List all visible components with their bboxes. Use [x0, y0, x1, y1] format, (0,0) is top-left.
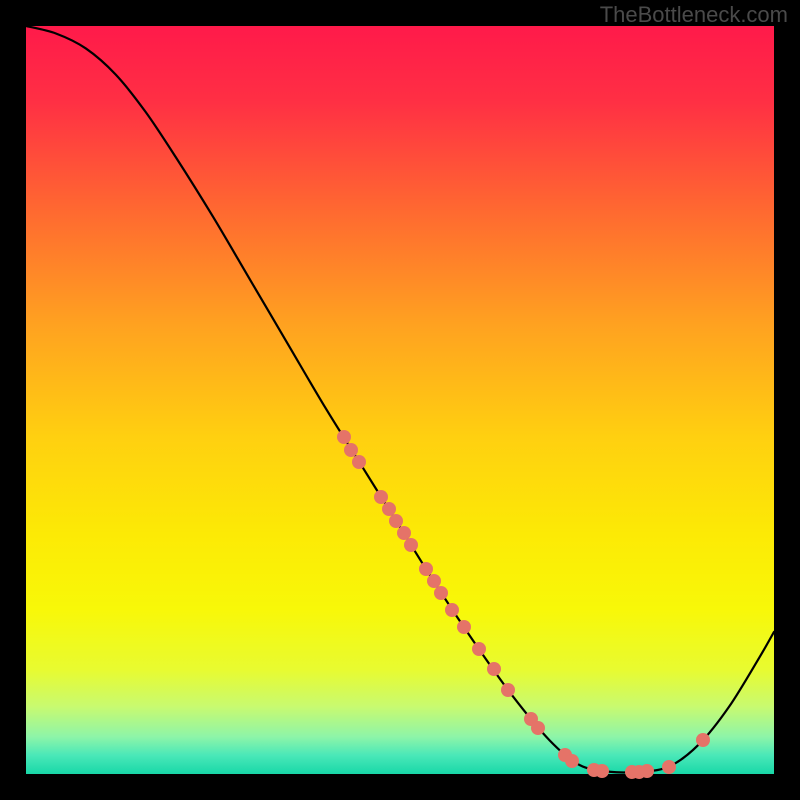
data-marker [487, 662, 501, 676]
data-marker [434, 586, 448, 600]
data-marker [352, 455, 366, 469]
gradient-background [26, 26, 774, 774]
data-marker [640, 764, 654, 778]
data-marker [501, 683, 515, 697]
data-marker [662, 760, 676, 774]
watermark-text: TheBottleneck.com [600, 2, 788, 28]
data-marker [337, 430, 351, 444]
data-marker [595, 764, 609, 778]
data-marker [696, 733, 710, 747]
plot-area [26, 26, 774, 774]
data-marker [457, 620, 471, 634]
data-marker [472, 642, 486, 656]
data-marker [404, 538, 418, 552]
chart-svg [26, 26, 774, 774]
data-marker [531, 721, 545, 735]
data-marker [565, 754, 579, 768]
data-marker [445, 603, 459, 617]
